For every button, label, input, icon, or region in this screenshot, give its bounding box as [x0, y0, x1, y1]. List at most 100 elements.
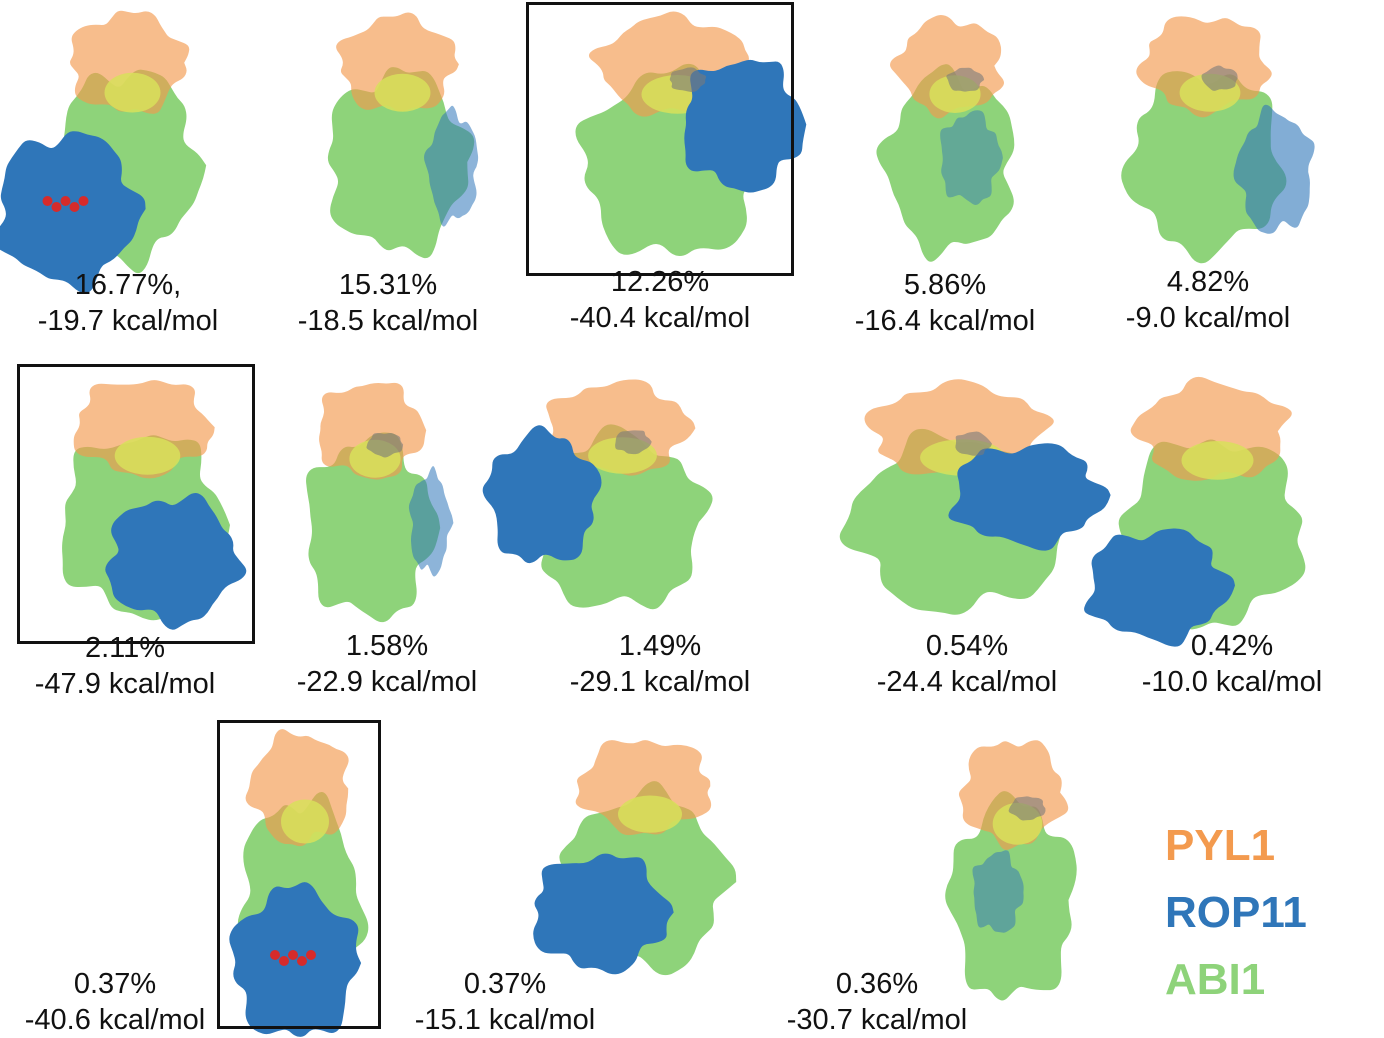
- rop11-surface: [424, 105, 479, 227]
- complex-structure: [40, 375, 247, 630]
- interface-region: [104, 72, 161, 113]
- cluster-percent: 15.31%: [338, 269, 438, 301]
- binding-energy: -16.4 kcal/mol: [854, 305, 1036, 337]
- pose-caption: 12.26% -40.4 kcal/mol: [550, 264, 770, 336]
- highlight-box: [17, 364, 255, 644]
- ligand-atom: [270, 950, 280, 960]
- pose-caption: 0.37% -15.1 kcal/mol: [395, 966, 615, 1038]
- binding-energy: -40.4 kcal/mol: [569, 302, 751, 334]
- pyl1-surface: [546, 379, 696, 476]
- cluster-percent: 2.11%: [84, 632, 166, 664]
- abi1-surface: [306, 432, 441, 623]
- complex-structure: [935, 735, 1090, 1010]
- ligand-atom: [297, 956, 307, 966]
- ligand-atom: [78, 196, 89, 206]
- cluster-percent: 16.77%,: [74, 269, 182, 301]
- cluster-percent: 0.54%: [925, 630, 1009, 662]
- cluster-percent: 0.36%: [835, 968, 919, 1000]
- cluster-percent: 1.58%: [345, 630, 429, 662]
- binding-energy: -22.9 kcal/mol: [296, 666, 478, 698]
- legend-pyl1: PYL1: [1165, 821, 1276, 870]
- rop11-surface: [408, 466, 454, 577]
- ligand-sticks: [42, 196, 89, 212]
- rop11-surface: [482, 425, 602, 564]
- highlight-box: [526, 2, 794, 276]
- ligand-atom: [60, 196, 71, 206]
- protein-legend: PYL1 ROP11 ABI1: [1165, 812, 1307, 1013]
- cluster-percent: 0.37%: [73, 968, 157, 1000]
- cluster-percent: 0.37%: [463, 968, 547, 1000]
- binding-energy: -40.6 kcal/mol: [24, 1004, 206, 1036]
- loop-region: [955, 431, 992, 456]
- complex-structure: [560, 11, 807, 267]
- binding-energy: -18.5 kcal/mol: [297, 305, 479, 337]
- pose-caption: 0.36% -30.7 kcal/mol: [767, 966, 987, 1038]
- binding-energy: -15.1 kcal/mol: [414, 1004, 596, 1036]
- binding-energy: -29.1 kcal/mol: [569, 666, 751, 698]
- cluster-percent: 5.86%: [903, 269, 987, 301]
- interface-region: [114, 436, 181, 475]
- interface-region: [374, 73, 431, 112]
- rop11-surface: [684, 59, 807, 193]
- pose-caption: 5.86% -16.4 kcal/mol: [835, 267, 1055, 339]
- complex-structure: [225, 728, 375, 1037]
- loop-region: [615, 430, 652, 455]
- legend-abi1: ABI1: [1165, 955, 1266, 1004]
- loop-region: [1201, 65, 1238, 91]
- pose-caption: 2.11% -47.9 kcal/mol: [15, 630, 235, 702]
- cluster-percent: 1.49%: [618, 630, 702, 662]
- binding-energy: -10.0 kcal/mol: [1141, 666, 1323, 698]
- cluster-percent: 0.42%: [1190, 630, 1274, 662]
- ligand-atom: [42, 196, 53, 206]
- interface-region: [618, 795, 682, 833]
- pose-caption: 0.54% -24.4 kcal/mol: [857, 628, 1077, 700]
- complex-structure: [1084, 376, 1325, 647]
- abi1-surface: [876, 64, 1015, 262]
- ligand-atom: [288, 950, 298, 960]
- highlight-box: [217, 720, 381, 1029]
- abi1-surface: [1121, 71, 1287, 264]
- legend-rop11: ROP11: [1165, 888, 1307, 937]
- pyl1-surface: [864, 379, 1054, 477]
- binding-energy: -47.9 kcal/mol: [34, 668, 216, 700]
- binding-energy: -9.0 kcal/mol: [1125, 302, 1291, 334]
- complex-structure: [290, 378, 454, 628]
- loop-region: [946, 67, 985, 92]
- cluster-percent: 12.26%: [610, 266, 710, 298]
- ligand-atom: [279, 956, 289, 966]
- cluster-percent: 4.82%: [1166, 266, 1250, 298]
- ligand-atom: [51, 202, 62, 212]
- complex-structure: [825, 379, 1111, 620]
- complex-structure: [482, 378, 725, 618]
- complex-structure: [1110, 12, 1315, 264]
- complex-structure: [310, 12, 485, 262]
- ligand-atom: [306, 950, 316, 960]
- pose-caption: 1.49% -29.1 kcal/mol: [550, 628, 770, 700]
- ligand-atom: [69, 202, 80, 212]
- rop11-surface: [0, 131, 146, 294]
- loop-region: [1008, 796, 1046, 821]
- ligand-sticks: [270, 950, 316, 966]
- binding-energy: -30.7 kcal/mol: [786, 1004, 968, 1036]
- pose-caption: 0.42% -10.0 kcal/mol: [1122, 628, 1342, 700]
- interface-region: [1181, 440, 1254, 480]
- rop11-surface: [948, 443, 1111, 551]
- rop11-surface: [972, 850, 1024, 933]
- complex-structure: [533, 735, 745, 980]
- loop-region: [366, 432, 404, 458]
- interface-region: [281, 799, 329, 844]
- pose-caption: 15.31% -18.5 kcal/mol: [278, 267, 498, 339]
- binding-energy: -19.7 kcal/mol: [37, 305, 219, 337]
- binding-energy: -24.4 kcal/mol: [876, 666, 1058, 698]
- complex-structure: [870, 14, 1030, 262]
- rop11-surface: [533, 853, 674, 975]
- loop-region: [669, 67, 707, 92]
- pose-caption: 0.37% -40.6 kcal/mol: [5, 966, 225, 1038]
- rop11-surface: [940, 110, 1003, 206]
- pose-caption: 4.82% -9.0 kcal/mol: [1098, 264, 1318, 336]
- rop11-surface: [1084, 528, 1235, 647]
- complex-structure: [0, 8, 215, 294]
- pose-caption: 16.77%, -19.7 kcal/mol: [18, 267, 238, 339]
- rop11-surface: [1233, 104, 1315, 234]
- rop11-surface: [105, 492, 247, 630]
